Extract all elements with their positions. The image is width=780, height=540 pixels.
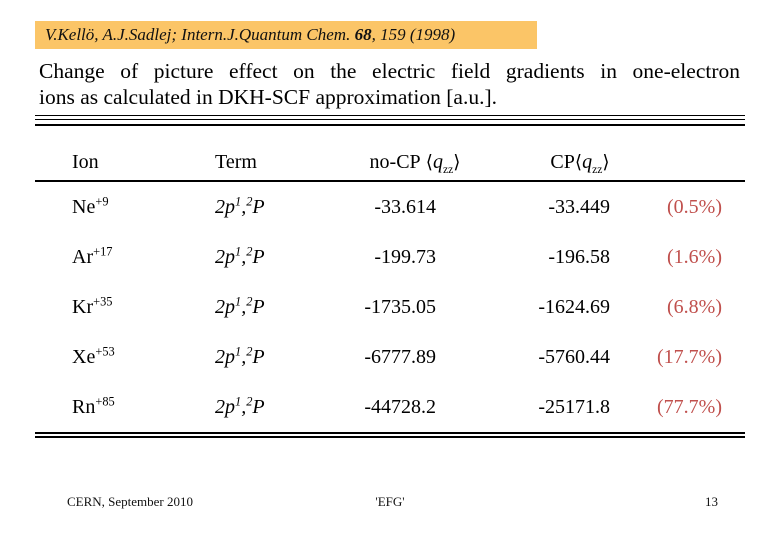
term-multiplicity-sup: 2 — [246, 193, 253, 208]
term-multiplicity-sup: 2 — [246, 343, 253, 358]
term-config: 2p — [215, 395, 235, 418]
q-symbol: q — [432, 151, 443, 173]
nocp-value: -199.73 — [374, 245, 436, 268]
ion-symbol: Rn — [72, 395, 96, 418]
term-multiplicity-sup: 2 — [246, 393, 253, 408]
term-comma: , — [241, 295, 247, 318]
nocp-value: -1735.05 — [364, 295, 436, 318]
citation-bar: V.Kellö, A.J.Sadlej; Intern.J.Quantum Ch… — [35, 21, 537, 49]
slide-title: Change of picture effect on the electric… — [39, 58, 740, 110]
ion-charge-sup: +85 — [95, 393, 115, 408]
data-table: Ion Term no-CP ⟨qzz⟩ CP⟨qzz⟩ Ne+9 2p1,2P … — [35, 115, 745, 438]
table-top-double-rule — [35, 115, 745, 120]
footer-center-label: 'EFG' — [375, 494, 405, 509]
term-multiplicity-sup: 2 — [246, 243, 253, 258]
header-nocp-qzz: no-CP ⟨qzz⟩ — [325, 151, 480, 176]
nocp-value: -33.614 — [374, 195, 436, 218]
term-comma: , — [241, 245, 247, 268]
percent-diff: (1.6%) — [667, 245, 722, 268]
table-header-row: Ion Term no-CP ⟨qzz⟩ CP⟨qzz⟩ — [35, 126, 745, 180]
term-cell: 2p1,2P — [180, 193, 325, 219]
table-row: Rn+85 2p1,2P -44728.2 -25171.8 (77.7%) — [35, 382, 745, 432]
percent-diff: (0.5%) — [667, 195, 722, 218]
term-occupation-sup: 1 — [235, 243, 242, 258]
q-subscript: zz — [592, 163, 603, 176]
ion-charge-sup: +35 — [93, 293, 113, 308]
term-symbol: P — [252, 195, 265, 218]
slide-title-line-2: ions as calculated in DKH-SCF approximat… — [39, 85, 497, 109]
header-cp-label: CP — [550, 151, 575, 173]
ion-charge-sup: +17 — [93, 243, 113, 258]
ion-cell: Rn+85 — [35, 393, 180, 419]
cp-value: -33.449 — [548, 195, 610, 218]
ion-cell: Ar+17 — [35, 243, 180, 269]
ion-symbol: Ar — [72, 245, 94, 268]
term-occupation-sup: 1 — [235, 393, 242, 408]
term-cell: 2p1,2P — [180, 343, 325, 369]
rangle-symbol: ⟩ — [453, 152, 461, 173]
term-cell: 2p1,2P — [180, 293, 325, 319]
footer-venue-date: CERN, September 2010 — [67, 494, 194, 509]
langle-symbol: ⟨ — [425, 152, 433, 173]
ion-charge-sup: +53 — [95, 343, 115, 358]
cp-value: -196.58 — [548, 245, 610, 268]
slide-title-line-1: Change of picture effect on the electric… — [39, 59, 740, 83]
term-config: 2p — [215, 295, 235, 318]
footer-page-number: 13 — [705, 494, 718, 509]
term-occupation-sup: 1 — [235, 193, 242, 208]
term-symbol: P — [252, 395, 265, 418]
table-row: Kr+35 2p1,2P -1735.05 -1624.69 (6.8%) — [35, 282, 745, 332]
cp-value: -5760.44 — [538, 345, 610, 368]
term-config: 2p — [215, 245, 235, 268]
ion-symbol: Xe — [72, 345, 96, 368]
term-config: 2p — [215, 195, 235, 218]
percent-diff: (77.7%) — [657, 395, 722, 418]
header-nocp-label: no-CP — [369, 151, 421, 173]
term-occupation-sup: 1 — [235, 293, 242, 308]
rangle-symbol: ⟩ — [602, 152, 610, 173]
slide-footer: 'EFG' CERN, September 2010 13 — [0, 494, 780, 514]
ion-symbol: Ne — [72, 195, 96, 218]
table-row: Ar+17 2p1,2P -199.73 -196.58 (1.6%) — [35, 232, 745, 282]
langle-symbol: ⟨ — [574, 152, 583, 173]
term-config: 2p — [215, 345, 235, 368]
q-subscript: zz — [442, 163, 454, 176]
q-symbol: q — [582, 151, 593, 173]
ion-cell: Xe+53 — [35, 343, 180, 369]
term-occupation-sup: 1 — [235, 343, 242, 358]
term-cell: 2p1,2P — [180, 393, 325, 419]
table-row: Xe+53 2p1,2P -6777.89 -5760.44 (17.7%) — [35, 332, 745, 382]
ion-cell: Kr+35 — [35, 293, 180, 319]
term-symbol: P — [252, 295, 265, 318]
percent-diff: (6.8%) — [667, 295, 722, 318]
citation-pages: , 159 (1998) — [371, 25, 456, 44]
term-cell: 2p1,2P — [180, 243, 325, 269]
citation-text: V.Kellö, A.J.Sadlej; Intern.J.Quantum Ch… — [45, 25, 355, 44]
table-row: Ne+9 2p1,2P -33.614 -33.449 (0.5%) — [35, 182, 745, 232]
nocp-value: -6777.89 — [364, 345, 436, 368]
percent-diff: (17.7%) — [657, 345, 722, 368]
header-ion: Ion — [72, 151, 99, 173]
header-term: Term — [215, 151, 257, 173]
term-symbol: P — [252, 345, 265, 368]
term-comma: , — [241, 345, 247, 368]
term-symbol: P — [252, 245, 265, 268]
header-cp-qzz: CP⟨qzz⟩ — [480, 151, 640, 176]
ion-symbol: Kr — [72, 295, 94, 318]
citation-volume: 68 — [354, 25, 372, 44]
table-header-separator — [35, 180, 745, 182]
cp-value: -1624.69 — [538, 295, 610, 318]
term-comma: , — [241, 195, 247, 218]
table-bottom-double-rule — [35, 432, 745, 438]
cp-value: -25171.8 — [538, 395, 610, 418]
ion-charge-sup: +9 — [95, 193, 109, 208]
term-comma: , — [241, 395, 247, 418]
table-top-rule — [35, 124, 745, 126]
nocp-value: -44728.2 — [364, 395, 436, 418]
ion-cell: Ne+9 — [35, 193, 180, 219]
term-multiplicity-sup: 2 — [246, 293, 253, 308]
